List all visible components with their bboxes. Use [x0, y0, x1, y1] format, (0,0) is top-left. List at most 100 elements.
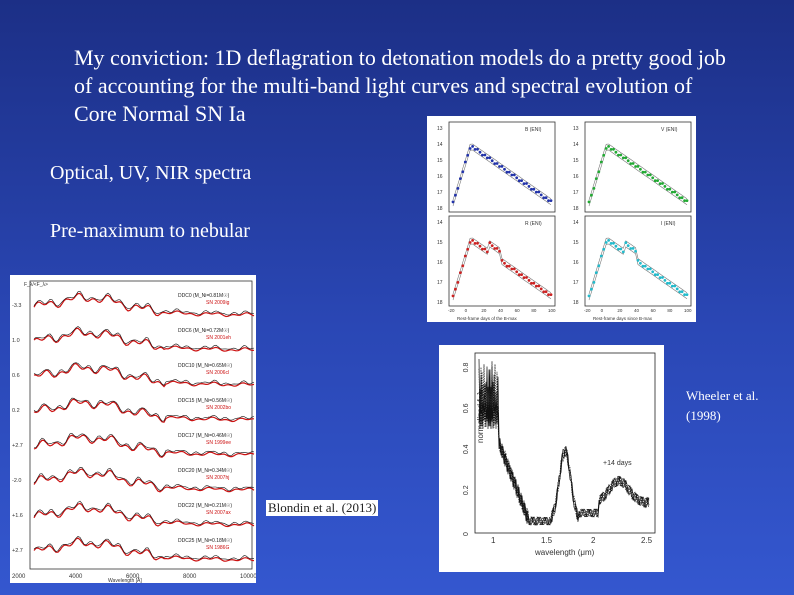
lc-y-tick: 17 — [573, 190, 579, 196]
lc-data-point — [478, 244, 482, 248]
lc-data-point — [609, 242, 613, 245]
lc-y-tick: 17 — [437, 190, 443, 196]
lc-data-point — [639, 167, 642, 171]
lc-data-point — [503, 167, 506, 171]
bullet-phase-range: Pre-maximum to nebular — [50, 220, 250, 242]
lc-data-point — [527, 279, 531, 282]
spectra-model-line — [33, 536, 255, 560]
lc-data-point — [646, 267, 650, 271]
spectra-sn-label: SN 1999ee — [206, 440, 231, 446]
lc-data-point — [473, 148, 477, 151]
lc-data-point — [481, 153, 484, 157]
spectra-sn-label: SN 2009ig — [206, 300, 230, 306]
lc-data-point — [607, 145, 610, 148]
spectra-observed-line — [33, 434, 255, 458]
lc-data-point — [597, 264, 601, 268]
nir-x-tick: 2 — [591, 536, 596, 545]
lc-data-point — [621, 250, 625, 254]
lc-data-point — [522, 276, 526, 279]
lc-y-tick: 16 — [437, 260, 443, 266]
lc-data-point — [463, 254, 467, 258]
lc-data-point — [490, 159, 494, 163]
lc-panel-frame — [448, 121, 556, 213]
lc-y-tick: 15 — [573, 240, 579, 246]
lc-data-point — [454, 193, 457, 197]
lc-panel-label: B (ENI) — [525, 127, 542, 133]
spectra-x-tick: 8000 — [183, 574, 197, 580]
lc-data-point — [483, 153, 487, 157]
lc-y-tick: 17 — [437, 280, 443, 286]
lc-x-tick: 0 — [601, 308, 604, 313]
spectra-sn-label: SN 2001eh — [206, 335, 231, 341]
nir-spectrum-line — [478, 364, 650, 526]
lc-data-point — [488, 156, 492, 160]
lc-data-point — [651, 176, 655, 180]
lc-data-point — [668, 281, 672, 285]
lc-data-point — [471, 239, 474, 242]
spectra-phase-label: 0.6 — [12, 373, 20, 379]
lc-data-point — [663, 279, 667, 282]
nir-x-tick: 1.5 — [541, 536, 553, 545]
credit-wheeler-text: Wheeler et al. (1998) — [686, 388, 759, 423]
lc-data-point — [459, 271, 462, 274]
lc-y-tick: 15 — [437, 158, 443, 164]
lc-panel-label: V (ENI) — [661, 127, 678, 133]
lc-y-tick: 18 — [437, 206, 443, 212]
lc-data-point — [537, 190, 541, 194]
lc-data-point — [685, 293, 689, 296]
lc-data-point — [658, 182, 662, 185]
lc-y-tick: 14 — [437, 142, 443, 148]
nir-spectrum-line — [478, 358, 650, 526]
lc-data-point — [673, 284, 677, 288]
spectra-model-line — [33, 290, 255, 316]
lc-data-point — [641, 264, 645, 268]
lc-data-point — [463, 160, 467, 164]
lc-y-tick: 15 — [437, 240, 443, 246]
lc-data-point — [498, 249, 501, 253]
lc-data-point — [534, 190, 538, 194]
spectra-x-tick: 6000 — [126, 574, 140, 580]
lc-data-point — [468, 241, 472, 244]
lc-model-upper — [588, 143, 688, 201]
lc-y-tick: 16 — [437, 174, 443, 180]
lc-y-tick: 16 — [573, 174, 579, 180]
lc-model-lower — [452, 243, 552, 301]
nir-xlabel: wavelength (μm) — [534, 548, 595, 557]
spectra-phase-label: +1.6 — [12, 513, 23, 519]
lc-data-point — [631, 247, 635, 250]
lc-data-point — [612, 147, 615, 151]
lc-data-point — [634, 165, 637, 168]
lc-data-point — [592, 187, 596, 190]
spectra-observed-line — [33, 537, 255, 562]
lc-data-point — [661, 276, 664, 279]
lc-data-point — [530, 281, 533, 285]
lc-data-point — [476, 147, 479, 151]
spectra-observed-line — [33, 362, 255, 388]
lc-data-point — [661, 182, 664, 185]
spectra-sn-label: SN 2007ax — [206, 510, 231, 516]
lc-x-tick: 20 — [481, 308, 487, 313]
lc-data-point — [466, 153, 470, 157]
lc-data-point — [604, 241, 608, 244]
lc-data-point — [675, 193, 679, 197]
lc-data-point — [527, 185, 531, 188]
spectra-phase-label: -2.0 — [12, 478, 21, 484]
lc-data-point — [604, 147, 608, 150]
nir-x-tick: 2.5 — [641, 536, 653, 545]
spectra-x-tick: 2000 — [12, 574, 26, 580]
spectra-observed-line — [33, 398, 254, 423]
spectra-model-label: DDC22 (M_Ni=0.21M☉) — [178, 503, 232, 509]
lc-data-point — [609, 148, 613, 151]
spectra-model-line — [33, 326, 255, 350]
lc-x-tick: -20 — [584, 308, 591, 313]
spectra-phase-label: 0.2 — [12, 408, 20, 414]
lc-data-point — [592, 281, 596, 284]
lc-data-point — [590, 193, 593, 197]
lc-panel-frame — [448, 215, 556, 307]
lc-xlabel-left: Rest-frame days of the B-max — [457, 316, 518, 321]
lc-data-point — [680, 196, 684, 200]
spectra-x-tick: 4000 — [69, 574, 83, 580]
nir-annotation: +14 days — [603, 460, 632, 467]
lc-data-point — [587, 294, 591, 298]
